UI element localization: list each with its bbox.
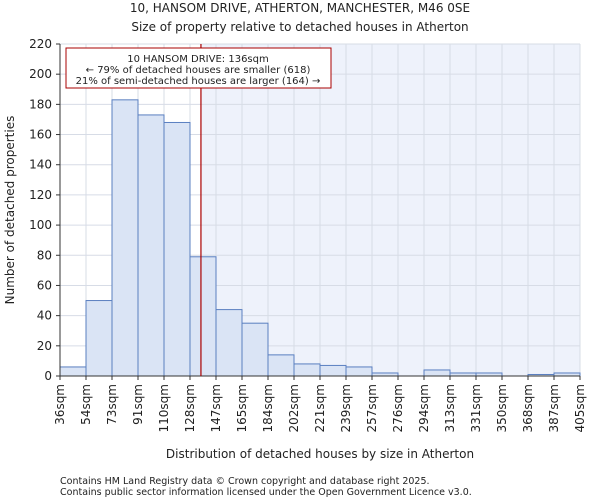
- x-tick-label: 221sqm: [313, 384, 327, 432]
- y-tick-label: 60: [37, 278, 52, 292]
- annotation-box: 10 HANSOM DRIVE: 136sqm ← 79% of detache…: [65, 47, 332, 89]
- footer-line-2: Contains public sector information licen…: [60, 487, 472, 498]
- bar: [241, 322, 269, 377]
- x-tick-label: 36sqm: [53, 384, 67, 425]
- y-tick-label: 180: [29, 97, 52, 111]
- x-tick-label: 128sqm: [183, 384, 197, 432]
- x-tick-label: 73sqm: [105, 384, 119, 425]
- y-tick-label: 40: [37, 309, 52, 323]
- footer-line-1: Contains HM Land Registry data © Crown c…: [60, 476, 430, 487]
- bar: [137, 114, 165, 377]
- x-tick-label: 202sqm: [287, 384, 301, 432]
- y-tick-label: 160: [29, 128, 52, 142]
- x-tick-label: 91sqm: [131, 384, 145, 425]
- bar: [267, 354, 295, 377]
- highlight-region: [200, 44, 580, 376]
- chart-title: 10, HANSOM DRIVE, ATHERTON, MANCHESTER, …: [130, 1, 470, 15]
- annotation-line-1: 10 HANSOM DRIVE: 136sqm: [127, 54, 268, 65]
- x-tick-label: 276sqm: [391, 384, 405, 432]
- bar: [189, 256, 217, 377]
- x-tick-label: 387sqm: [547, 384, 561, 432]
- x-tick-label: 239sqm: [339, 384, 353, 432]
- y-axis-label: Number of detached properties: [3, 116, 17, 305]
- x-tick-label: 405sqm: [573, 384, 587, 432]
- x-tick-label: 147sqm: [209, 384, 223, 432]
- annotation-line-2: ← 79% of detached houses are smaller (61…: [86, 65, 311, 76]
- y-tick-label: 20: [37, 339, 52, 353]
- x-tick-label: 54sqm: [79, 384, 93, 425]
- x-tick-label: 294sqm: [417, 384, 431, 432]
- x-tick-label: 313sqm: [443, 384, 457, 432]
- x-tick-label: 368sqm: [521, 384, 535, 432]
- y-tick-label: 80: [37, 248, 52, 262]
- bar: [163, 121, 191, 377]
- y-tick-label: 220: [29, 37, 52, 51]
- x-tick-label: 257sqm: [365, 384, 379, 432]
- x-tick-label: 331sqm: [469, 384, 483, 432]
- y-tick-label: 100: [29, 218, 52, 232]
- bar: [293, 363, 321, 377]
- chart-subtitle: Size of property relative to detached ho…: [131, 20, 468, 34]
- x-tick-label: 165sqm: [235, 384, 249, 432]
- annotation-line-3: 21% of semi-detached houses are larger (…: [76, 76, 321, 87]
- x-axis-label: Distribution of detached houses by size …: [166, 447, 474, 461]
- y-tick-label: 140: [29, 158, 52, 172]
- bar: [59, 366, 87, 377]
- bar: [319, 364, 347, 377]
- x-tick-label: 350sqm: [495, 384, 509, 432]
- bar: [345, 366, 373, 377]
- bar: [423, 369, 451, 377]
- y-tick-label: 200: [29, 67, 52, 81]
- bar: [111, 99, 139, 377]
- x-tick-label: 110sqm: [157, 384, 171, 432]
- bar: [215, 309, 243, 377]
- bar: [85, 300, 113, 377]
- x-tick-label: 184sqm: [261, 384, 275, 432]
- y-tick-label: 0: [44, 369, 52, 383]
- y-tick-label: 120: [29, 188, 52, 202]
